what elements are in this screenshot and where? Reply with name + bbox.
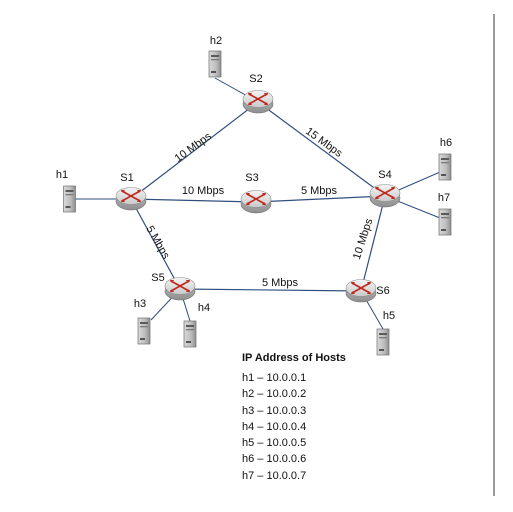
link-s4-s6 [360, 195, 386, 292]
ip-row-h5: h5 – 10.0.0.5 [242, 437, 307, 450]
host-label-h7: h7 [438, 192, 450, 204]
server-icon-h6 [438, 153, 452, 181]
link-s1-s2 [130, 101, 259, 200]
switch-label-s3: S3 [245, 172, 258, 184]
host-label-h4: h4 [198, 302, 210, 314]
ip-row-h6: h6 – 10.0.0.6 [242, 453, 307, 466]
link-s3-s4 [255, 195, 386, 203]
switch-label-s5: S5 [151, 272, 164, 284]
server-icon-h7 [438, 208, 452, 236]
server-icon-h3 [137, 317, 151, 345]
link-s1-s3 [130, 198, 257, 203]
server-icon-h1 [62, 185, 77, 213]
server-icon-h4 [183, 320, 197, 348]
switch-label-s6: S6 [376, 285, 389, 297]
router-icon-s6 [345, 278, 377, 303]
router-icon-s4 [369, 183, 401, 208]
ip-row-h2: h2 – 10.0.0.2 [242, 388, 307, 401]
bandwidth-label-s4-s6: 10 Mbps [351, 217, 376, 261]
host-label-h6: h6 [440, 137, 452, 149]
bandwidth-label-s2-s4: 15 Mbps [303, 125, 345, 160]
host-label-h2: h2 [210, 35, 222, 47]
link-s2-s4 [257, 101, 386, 197]
link-s5-s6 [179, 288, 362, 292]
bandwidth-label-s1-s3: 10 Mbps [182, 185, 225, 197]
ip-table-title: IP Address of Hosts [242, 352, 346, 364]
router-icon-s5 [164, 276, 196, 301]
links-layer [130, 101, 386, 292]
server-icon-h2 [208, 50, 222, 78]
ip-row-h1: h1 – 10.0.0.1 [242, 372, 307, 384]
ip-row-h3: h3 – 10.0.0.3 [242, 404, 307, 417]
ip-row-h4: h4 – 10.0.0.4 [242, 420, 307, 433]
bandwidth-label-s1-s2: 10 Mbps [173, 130, 215, 165]
host-label-h5: h5 [383, 310, 395, 322]
labels-layer: 10 Mbps 15 Mbps 10 Mbps 5 Mbps 5 Mbps 5 Mbps 1… [56, 35, 452, 322]
switch-label-s2: S2 [249, 73, 262, 85]
ip-row-h7: h7 – 10.0.0.7 [242, 469, 307, 482]
bandwidth-label-s5-s6: 5 Mbps [262, 277, 299, 289]
host-label-h3: h3 [134, 298, 146, 310]
router-icon-s2 [242, 89, 274, 114]
bandwidth-label-s1-s5: 5 Mbps [143, 224, 172, 262]
host-label-h1: h1 [56, 169, 68, 181]
router-icon-s3 [240, 189, 272, 214]
ip-address-table: IP Address of Hosts h1 – 10.0.0.1 h2 – 1… [242, 352, 402, 484]
switch-label-s1: S1 [120, 172, 133, 184]
router-icon-s1 [115, 186, 147, 211]
switch-label-s4: S4 [378, 169, 391, 181]
bandwidth-label-s3-s4: 5 Mbps [301, 185, 338, 197]
link-s1-s5 [130, 198, 181, 290]
